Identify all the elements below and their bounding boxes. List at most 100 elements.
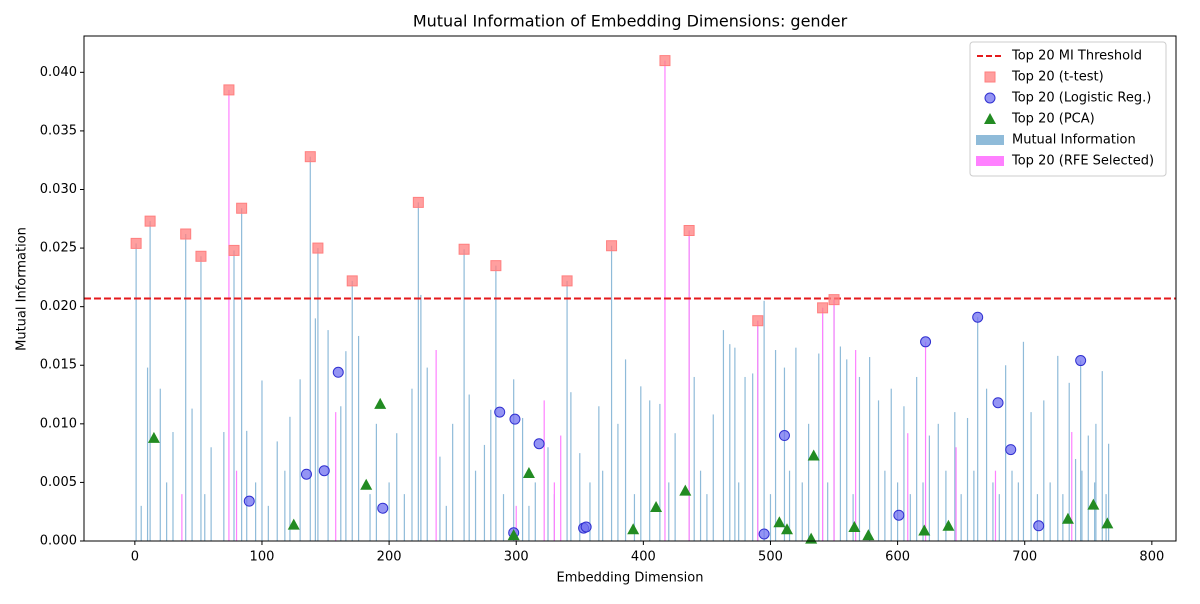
bar [903, 406, 905, 541]
bar [998, 494, 1000, 541]
triangle-marker [627, 523, 640, 535]
bar [435, 350, 437, 541]
bar [426, 367, 428, 541]
bar [1017, 482, 1019, 541]
bar [960, 494, 962, 541]
bar [1094, 482, 1096, 541]
bar [928, 435, 930, 541]
bar [579, 453, 581, 541]
bar [159, 388, 161, 541]
bar [200, 256, 202, 541]
bar [468, 394, 470, 541]
square-marker [195, 250, 207, 262]
bar [877, 400, 880, 541]
bar [327, 330, 329, 541]
square-marker [606, 240, 618, 252]
square-marker [984, 71, 996, 83]
legend-patch [976, 135, 1004, 145]
bar [722, 330, 725, 541]
bar [284, 470, 286, 541]
triangle-marker [807, 449, 820, 461]
circle-marker [332, 366, 344, 378]
bar [267, 505, 269, 541]
bar [502, 494, 505, 541]
y-tick-label: 0.000 [40, 534, 77, 549]
bar [858, 376, 861, 541]
bar [757, 320, 759, 541]
bar [688, 230, 690, 541]
bar [706, 494, 708, 541]
triangle-marker [360, 478, 373, 490]
bar [560, 435, 562, 541]
triangle-marker [1087, 498, 1100, 510]
bar [973, 470, 975, 541]
circle-marker [377, 502, 389, 514]
bar [261, 380, 263, 541]
bar [734, 347, 736, 541]
bar [1022, 341, 1025, 541]
square-marker [458, 243, 470, 255]
bar [181, 494, 183, 541]
bar [827, 482, 829, 541]
bar [351, 280, 353, 541]
bar [403, 494, 405, 541]
bar [712, 414, 714, 541]
bar [744, 376, 746, 541]
bar [340, 406, 342, 541]
y-tick-label: 0.025 [40, 241, 77, 256]
triangle-marker [984, 113, 996, 124]
bar [513, 379, 515, 541]
bar [375, 423, 377, 541]
legend-label: Mutual Information [1012, 133, 1136, 148]
y-tick-label: 0.020 [40, 299, 77, 314]
bar [1080, 360, 1082, 541]
bar [977, 317, 979, 541]
bar [185, 234, 187, 541]
square-marker [828, 294, 840, 306]
bar [924, 341, 927, 541]
square-marker [683, 225, 695, 237]
bar [852, 494, 854, 541]
bar [788, 470, 791, 541]
bar [483, 444, 486, 541]
bar [149, 221, 151, 541]
bar [420, 294, 422, 541]
bar [345, 351, 347, 541]
bar [357, 335, 360, 541]
bar [439, 456, 441, 541]
bar [1105, 494, 1107, 541]
bar [1081, 470, 1083, 541]
triangle-marker [1101, 517, 1114, 529]
square-marker [659, 55, 671, 67]
square-marker [312, 242, 324, 254]
x-tick-label: 800 [1139, 550, 1164, 565]
bar [241, 208, 243, 541]
bar [411, 388, 413, 541]
bar [1005, 365, 1007, 541]
triangle-marker [679, 484, 692, 496]
bar [954, 412, 956, 541]
bar [166, 482, 168, 541]
triangle-marker [147, 431, 160, 443]
bar [1068, 382, 1070, 541]
bar [1095, 423, 1097, 541]
bar [846, 359, 848, 541]
bar [521, 417, 524, 541]
square-marker [561, 275, 573, 287]
legend-box [969, 41, 1167, 177]
square-marker [412, 196, 424, 208]
legend-label: Top 20 (t-test) [1011, 70, 1104, 85]
triangle-marker [918, 524, 931, 536]
circle-marker [984, 92, 996, 104]
plot-frame [83, 35, 1177, 542]
bar [135, 243, 137, 542]
x-tick-label: 700 [1012, 550, 1037, 565]
bar [909, 494, 911, 541]
circle-marker [533, 438, 545, 450]
triangle-marker [862, 529, 875, 541]
circle-marker [300, 468, 312, 480]
bar [821, 307, 824, 541]
bar [945, 470, 947, 541]
bar [255, 482, 257, 541]
